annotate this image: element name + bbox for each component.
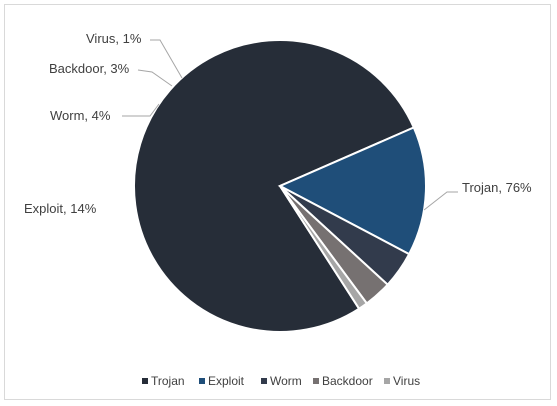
data-label-trojan: Trojan, 76% — [462, 180, 532, 195]
slice-virus — [279, 185, 369, 311]
slice-trojan — [133, 39, 416, 333]
legend-item-trojan: Trojan — [142, 374, 185, 388]
legend-item-backdoor: Backdoor — [313, 374, 373, 388]
legend-swatch-backdoor — [313, 378, 319, 384]
legend-item-worm: Worm — [261, 374, 302, 388]
leader-line-backdoor — [137, 69, 173, 87]
pie-slices — [133, 39, 427, 333]
data-label-virus: Virus, 1% — [86, 31, 142, 46]
legend-item-virus: Virus — [384, 374, 420, 388]
slice-exploit — [277, 126, 427, 256]
leader-line-trojan — [423, 191, 458, 211]
legend: Trojan Exploit Worm Backdoor Virus — [142, 374, 420, 388]
data-label-backdoor: Backdoor, 3% — [49, 61, 130, 76]
legend-swatch-trojan — [142, 378, 148, 384]
legend-item-exploit: Exploit — [199, 374, 245, 388]
leader-lines — [122, 39, 458, 211]
leader-line-virus — [150, 39, 183, 79]
data-label-exploit: Exploit, 14% — [24, 201, 97, 216]
legend-label-exploit: Exploit — [208, 374, 245, 388]
leader-line-worm — [122, 103, 160, 117]
slice-labels: Trojan, 76% Exploit, 14% Worm, 4% Backdoor,… — [24, 31, 532, 216]
legend-label-virus: Virus — [393, 374, 420, 388]
data-label-worm: Worm, 4% — [50, 108, 111, 123]
legend-label-worm: Worm — [270, 374, 302, 388]
legend-swatch-worm — [261, 378, 267, 384]
legend-label-trojan: Trojan — [151, 374, 185, 388]
legend-label-backdoor: Backdoor — [322, 374, 373, 388]
legend-swatch-exploit — [199, 378, 205, 384]
legend-swatch-virus — [384, 378, 390, 384]
